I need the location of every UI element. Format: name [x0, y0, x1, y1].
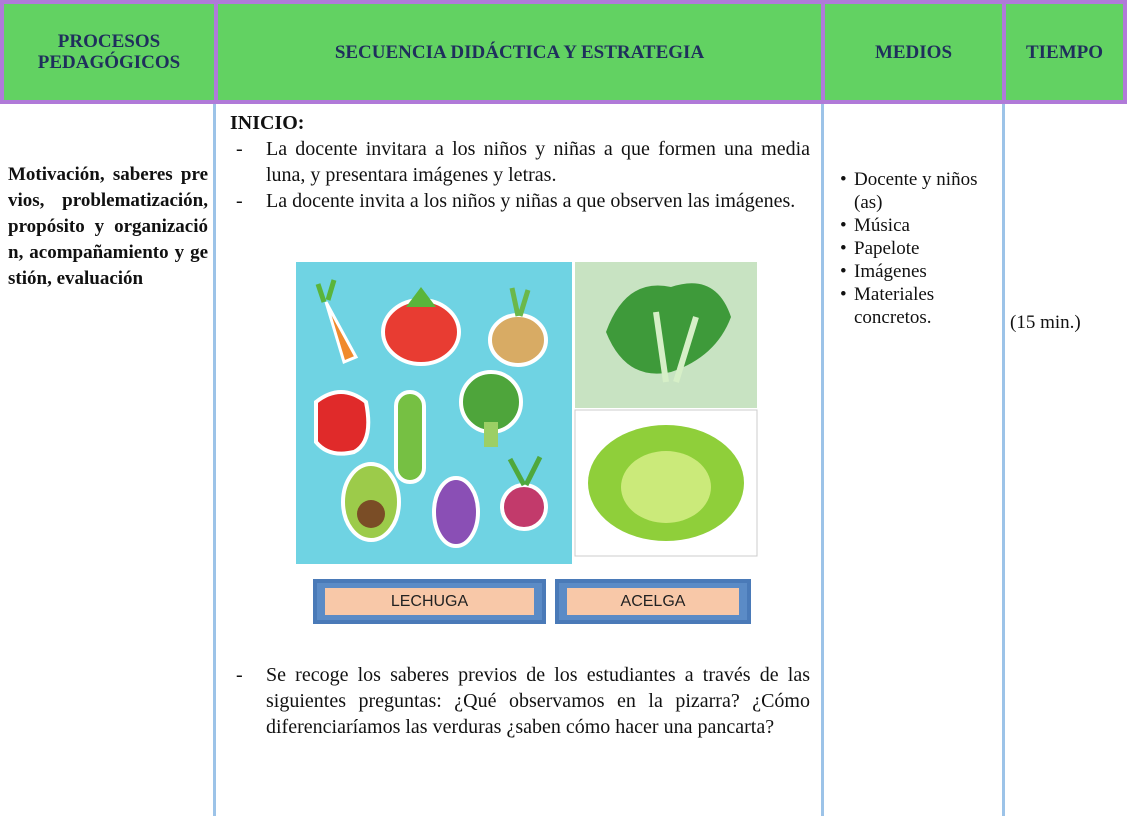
medios-list: Docente y niños (as) Música Papelote Imá…	[830, 168, 1010, 329]
section-heading: INICIO:	[230, 112, 305, 134]
header-cell: PROCESOS PEDAGÓGICOS	[0, 0, 218, 104]
image-label-text: LECHUGA	[325, 588, 534, 615]
column-border	[1002, 104, 1005, 816]
medio: Docente y niños (as)	[840, 168, 1010, 214]
medio: Imágenes	[840, 260, 1010, 283]
image-label: LECHUGA	[313, 579, 546, 624]
list-item: La docente invitara a los niños y niñas …	[236, 136, 810, 188]
medio: Música	[840, 214, 1010, 237]
column-border	[821, 104, 824, 816]
column-border	[213, 104, 216, 816]
list-item: La docente invita a los niños y niñas a …	[236, 188, 810, 214]
tiempo: (15 min.)	[1010, 312, 1081, 333]
image-label: ACELGA	[555, 579, 751, 624]
medio: Papelote	[840, 237, 1010, 260]
medio: Materiales concretos.	[840, 283, 1010, 329]
header-cell: MEDIOS	[821, 0, 1006, 104]
procesos-text: Motivación, saberes previos, problematiz…	[8, 164, 208, 289]
secuencia: INICIO: La docente invitara a los niños …	[230, 110, 810, 740]
header-cell: TIEMPO	[1002, 0, 1127, 104]
header-cell: SECUENCIA DIDÁCTICA Y ESTRATEGIA	[214, 0, 825, 104]
list-item: Se recoge los saberes previos de los est…	[236, 662, 810, 740]
image-label-text: ACELGA	[567, 588, 739, 615]
vegetable-illustration	[296, 262, 758, 564]
